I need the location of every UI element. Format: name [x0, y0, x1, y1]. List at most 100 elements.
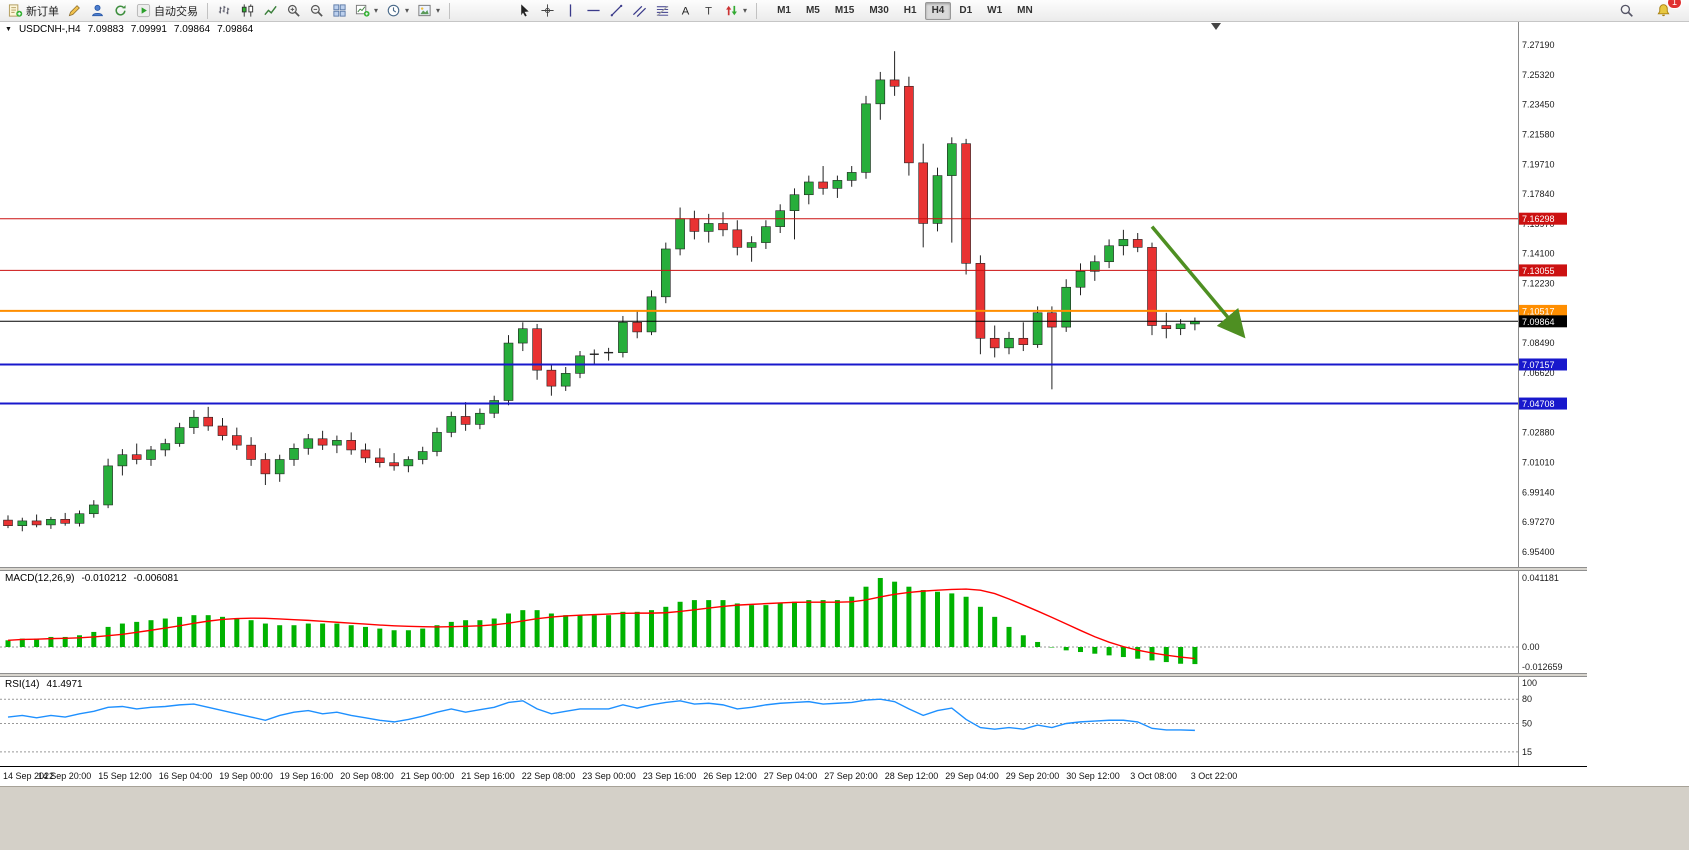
- svg-text:50: 50: [1522, 719, 1532, 729]
- macd-axis-labels: 0.041181 0.00 -0.012659: [1522, 573, 1563, 672]
- time-label: 15 Sep 12:00: [98, 771, 152, 781]
- text-icon: A: [678, 3, 693, 18]
- text-label-button[interactable]: T: [697, 1, 720, 20]
- notifications-button[interactable]: 1: [1652, 0, 1682, 20]
- svg-text:7.08490: 7.08490: [1522, 338, 1555, 348]
- timeframe-h1-button[interactable]: H1: [897, 2, 924, 20]
- cursor-button[interactable]: [513, 1, 536, 20]
- timeframe-m5-button[interactable]: M5: [799, 2, 827, 20]
- svg-text:0.041181: 0.041181: [1522, 573, 1559, 583]
- ohlc-close: 7.09864: [217, 24, 254, 35]
- candlestick-button[interactable]: [236, 1, 259, 20]
- price-line-label: 7.07157: [1519, 358, 1567, 371]
- toolbar-right-group: 1: [1615, 0, 1685, 20]
- timeframe-d1-button[interactable]: D1: [952, 2, 979, 20]
- trendline-icon: [609, 3, 624, 18]
- line-chart-button[interactable]: [259, 1, 282, 20]
- svg-text:0.00: 0.00: [1522, 642, 1540, 652]
- price-line-label: 7.13055: [1519, 264, 1567, 277]
- macd-signal-value: -0.006081: [133, 573, 179, 584]
- macd-histogram: [5, 577, 1198, 665]
- svg-text:7.04708: 7.04708: [1522, 399, 1555, 409]
- fibonacci-button[interactable]: [651, 1, 674, 20]
- search-button[interactable]: [1615, 1, 1638, 20]
- svg-text:15: 15: [1522, 747, 1532, 757]
- svg-text:7.25320: 7.25320: [1522, 70, 1555, 80]
- horizontal-line-button[interactable]: [582, 1, 605, 20]
- crosshair-button[interactable]: [536, 1, 559, 20]
- vline-icon: [563, 3, 578, 18]
- trend-arrow-annotation[interactable]: [1150, 225, 1246, 339]
- timeframe-w1-button[interactable]: W1: [980, 2, 1009, 20]
- time-label: 19 Sep 00:00: [219, 771, 273, 781]
- svg-text:7.21580: 7.21580: [1522, 129, 1555, 139]
- chart-shift-marker[interactable]: [1211, 23, 1221, 30]
- notification-badge: 1: [1666, 0, 1682, 9]
- bar-chart-button[interactable]: [213, 1, 236, 20]
- timeframe-mn-button[interactable]: MN: [1010, 2, 1040, 20]
- chart-window[interactable]: ▼ USDCNH-,H4 7.09883 7.09991 7.09864 7.0…: [0, 22, 1587, 787]
- new-chart-button[interactable]: ▾: [351, 1, 382, 20]
- tile-icon: [332, 3, 347, 18]
- toolbar-button-label: 自动交易: [154, 5, 198, 18]
- svg-text:7.23450: 7.23450: [1522, 100, 1555, 110]
- periods-button[interactable]: ▾: [382, 1, 413, 20]
- zoom-in-button[interactable]: [282, 1, 305, 20]
- text-button[interactable]: A: [674, 1, 697, 20]
- rsi-chart-canvas[interactable]: 100 80 50 15: [0, 677, 1587, 766]
- time-label: 3 Oct 22:00: [1190, 771, 1238, 781]
- new-order-icon: [8, 3, 23, 18]
- time-axis[interactable]: 14 Sep 2022 14 Sep 20:00 15 Sep 12:00 16 Se…: [0, 766, 1587, 787]
- channel-button[interactable]: [628, 1, 651, 20]
- rsi-axis-labels: 100 80 50 15: [1522, 678, 1537, 757]
- new-order-button[interactable]: 新订单: [4, 1, 63, 20]
- svg-text:7.06620: 7.06620: [1522, 368, 1555, 378]
- toolbar-button-label: 新订单: [26, 5, 59, 18]
- price-line-label: 7.09864: [1519, 315, 1567, 328]
- svg-text:7.02880: 7.02880: [1522, 428, 1555, 438]
- macd-label: MACD(12,26,9): [5, 573, 75, 584]
- time-label: 27 Sep 04:00: [763, 771, 818, 781]
- timeframe-m15-button[interactable]: M15: [828, 2, 861, 20]
- time-label: 14 Sep 20:00: [37, 771, 92, 781]
- panel-splitter[interactable]: [0, 567, 1587, 571]
- new-chart-icon: [355, 3, 370, 18]
- chevron-down-icon: ▾: [743, 6, 748, 15]
- zoom-out-button[interactable]: [305, 1, 328, 20]
- timeframe-h4-button[interactable]: H4: [924, 1, 952, 20]
- svg-text:-0.012659: -0.012659: [1522, 662, 1563, 672]
- arrows-button[interactable]: ▾: [720, 1, 751, 20]
- tile-windows-button[interactable]: [328, 1, 351, 20]
- time-label: 29 Sep 04:00: [945, 771, 999, 781]
- chart-context-arrow[interactable]: ▼: [5, 26, 12, 33]
- refresh-button[interactable]: [109, 1, 132, 20]
- zoom-in-icon: [286, 3, 301, 18]
- chevron-down-icon: ▾: [374, 6, 379, 15]
- fibonacci-icon: [655, 3, 670, 18]
- svg-text:7.27190: 7.27190: [1522, 40, 1555, 50]
- timeframe-m30-button[interactable]: M30: [862, 2, 895, 20]
- autotrading-button[interactable]: 自动交易: [132, 1, 202, 20]
- chevron-down-icon: ▾: [436, 6, 441, 15]
- time-label: 22 Sep 08:00: [521, 771, 576, 781]
- timeframe-m1-button[interactable]: M1: [770, 2, 798, 20]
- macd-chart-canvas[interactable]: 0.041181 0.00 -0.012659: [0, 571, 1587, 673]
- templates-button[interactable]: ▾: [413, 1, 444, 20]
- vertical-line-button[interactable]: [559, 1, 582, 20]
- cursor-icon: [517, 3, 532, 18]
- price-line-label: 7.16298: [1519, 212, 1567, 225]
- svg-text:6.99140: 6.99140: [1522, 487, 1555, 497]
- svg-text:7.10517: 7.10517: [1522, 306, 1555, 316]
- zoom-out-icon: [309, 3, 324, 18]
- metaeditor-button[interactable]: [63, 1, 86, 20]
- panel-splitter[interactable]: [0, 673, 1587, 677]
- horizontal-lines-layer[interactable]: 7.16298 7.13055 7.10517 7.07157 7.04708 7.098…: [0, 212, 1567, 410]
- ohlc-high: 7.09991: [130, 24, 167, 35]
- market-watch-button[interactable]: [86, 1, 109, 20]
- price-chart-canvas[interactable]: 7.27190 7.25320 7.23450 7.21580 7.19710 7.178…: [0, 22, 1587, 567]
- trendline-button[interactable]: [605, 1, 628, 20]
- candles-layer: [3, 51, 1200, 532]
- time-label: 14 Sep 2022: [3, 771, 55, 781]
- svg-text:T: T: [705, 6, 712, 18]
